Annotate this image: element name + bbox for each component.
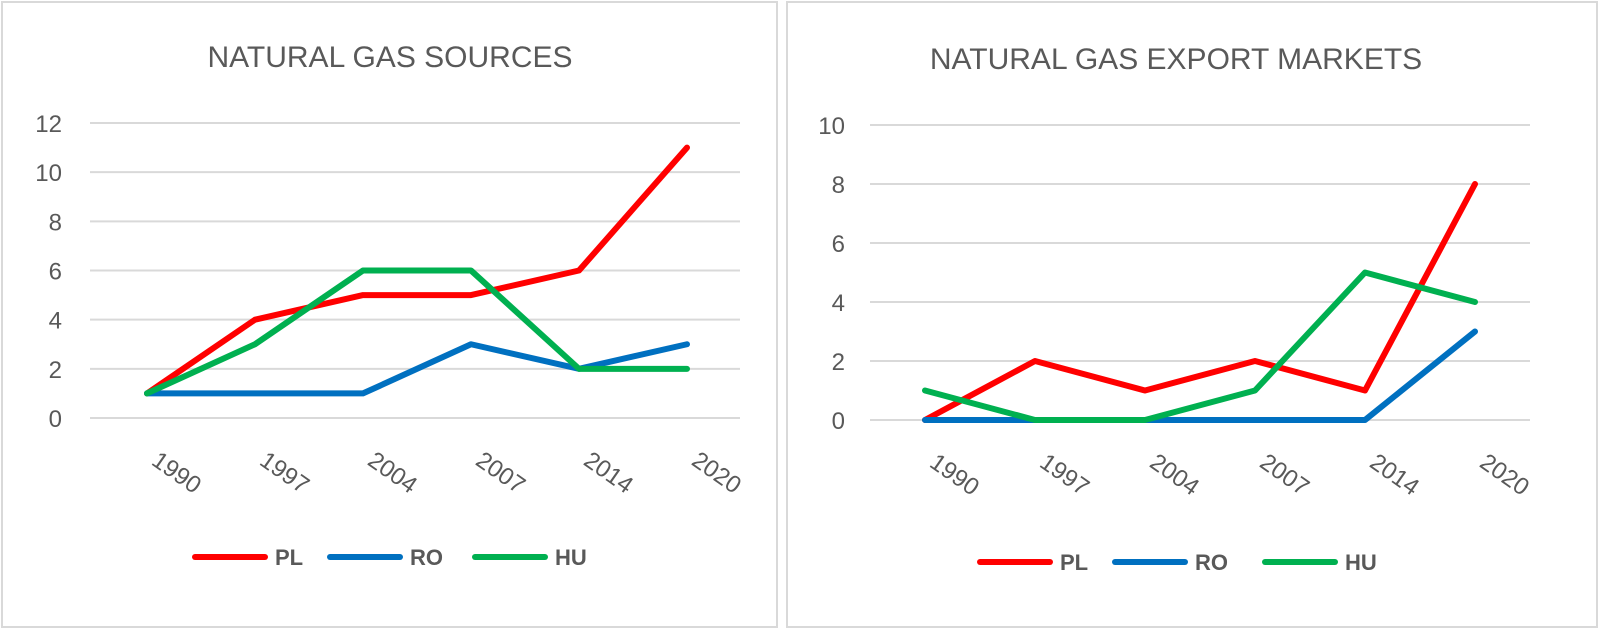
legend-label-ro: RO <box>410 545 443 570</box>
y-tick-label: 2 <box>832 349 845 376</box>
y-tick-label: 8 <box>832 172 845 199</box>
y-tick-label: 8 <box>49 209 62 236</box>
legend-label-pl: PL <box>1060 550 1088 575</box>
chart-title: NATURAL GAS EXPORT MARKETS <box>930 43 1422 76</box>
y-tick-label: 4 <box>832 290 845 317</box>
chart-border <box>786 1 1598 628</box>
series-line-hu <box>922 269 1478 423</box>
legend-label-pl: PL <box>275 545 303 570</box>
legend-label-hu: HU <box>555 545 587 570</box>
series-line-ro <box>144 341 690 397</box>
y-tick-label: 12 <box>35 111 62 138</box>
y-tick-label: 10 <box>818 113 845 140</box>
series-line-ro <box>922 328 1478 423</box>
y-tick-label: 6 <box>832 231 845 258</box>
y-tick-label: 4 <box>49 308 62 335</box>
series-line-pl <box>922 181 1478 423</box>
y-tick-label: 10 <box>35 160 62 187</box>
y-tick-label: 2 <box>49 357 62 384</box>
legend-label-hu: HU <box>1345 550 1377 575</box>
chart-title: NATURAL GAS SOURCES <box>207 41 572 74</box>
y-tick-label: 0 <box>49 406 62 433</box>
legend-label-ro: RO <box>1195 550 1228 575</box>
y-tick-label: 6 <box>49 259 62 286</box>
series-line-hu <box>144 267 690 397</box>
chart-border <box>1 1 778 628</box>
y-tick-label: 0 <box>832 408 845 435</box>
series-line-pl <box>144 144 690 397</box>
